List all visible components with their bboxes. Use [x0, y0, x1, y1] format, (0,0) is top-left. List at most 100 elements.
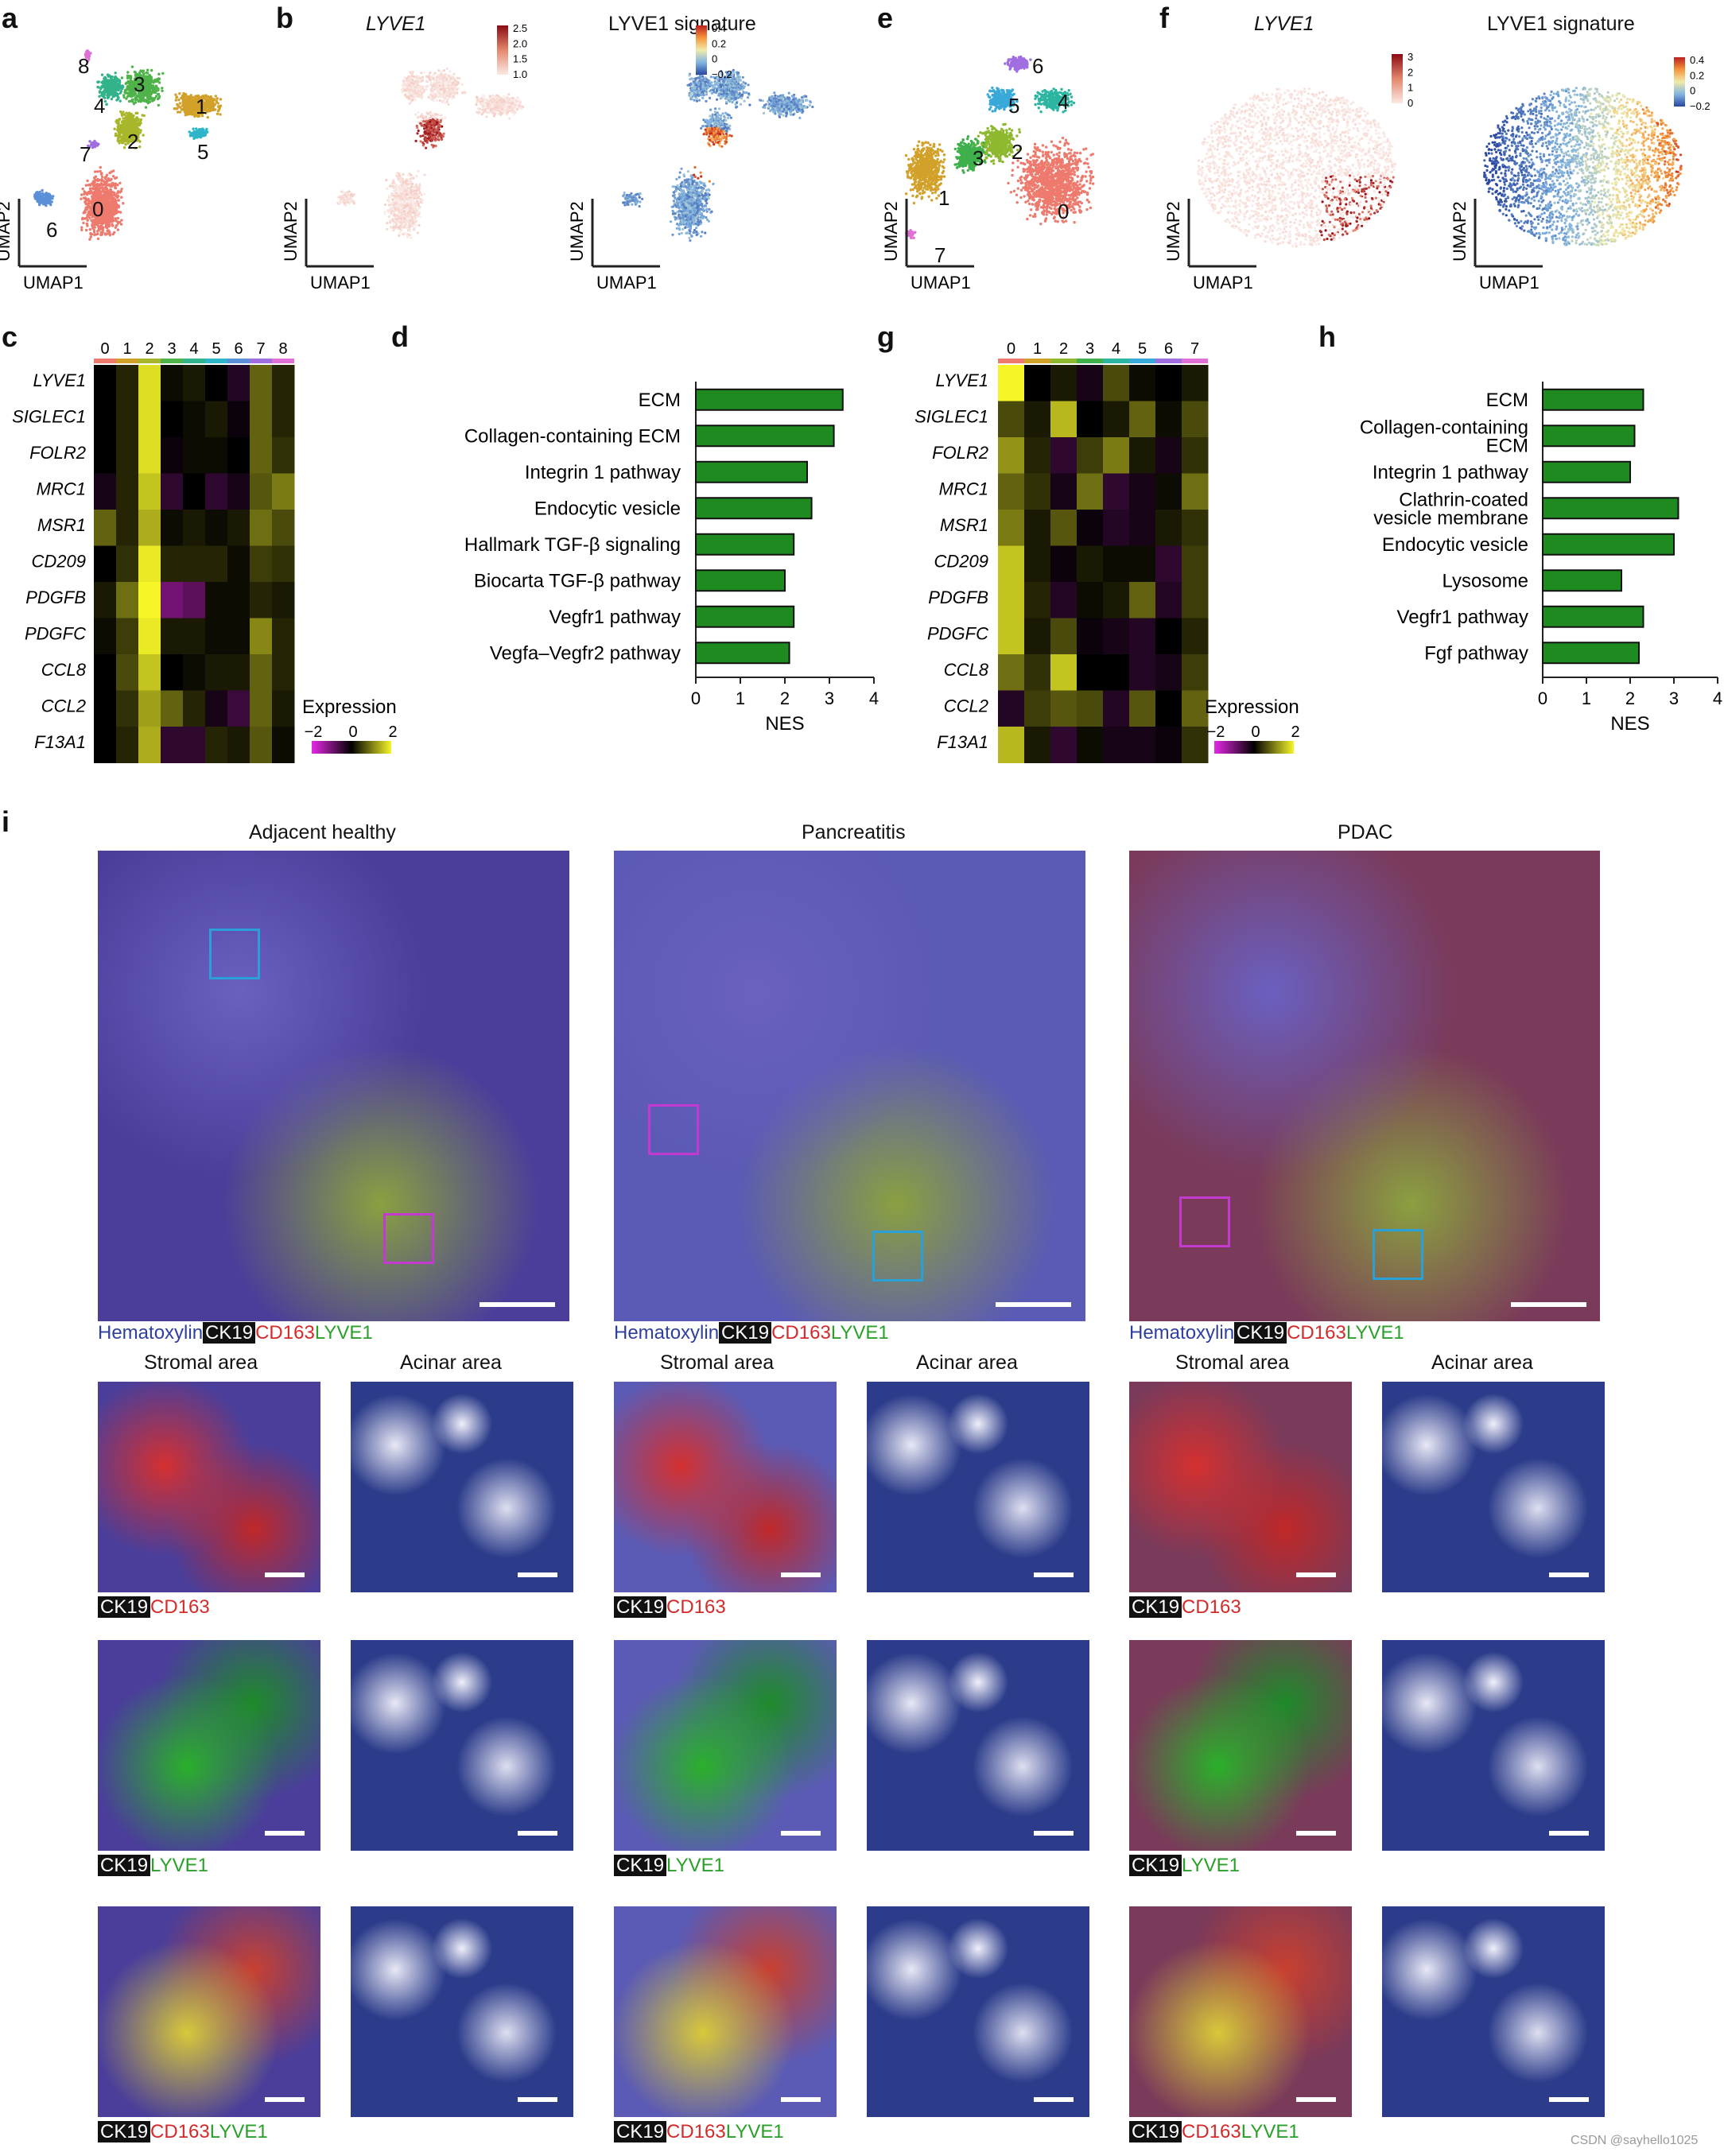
stromal-area-title: Stromal area [1175, 1351, 1290, 1374]
umap-axes: UMAP1 UMAP2 [1450, 199, 1543, 293]
umap-e-cluster-0 [1007, 136, 1095, 226]
acinar-image-row2 [867, 1906, 1089, 2117]
heatmap-cell [998, 582, 1025, 618]
heatmap-cell [1050, 727, 1078, 763]
umap-y-label: UMAP2 [1163, 201, 1183, 262]
heatmap-cell [1050, 401, 1078, 438]
nes-bar-label: Collagen-containing ECM [464, 425, 681, 447]
nes-bar-label: Integrin 1 pathway [525, 462, 681, 483]
heatmap-cell [116, 401, 139, 438]
heatmap-cell [116, 690, 139, 727]
nes-bar [695, 642, 790, 665]
heatmap-cell [1103, 582, 1130, 618]
panel-label-f: f [1159, 2, 1169, 34]
heatmap-cell [1182, 690, 1209, 727]
nes-bar-label: Vegfa–Vegfr2 pathway [490, 642, 681, 664]
heatmap-cell [272, 654, 295, 691]
nes-bar [695, 497, 813, 520]
heatmap-cell [1129, 401, 1156, 438]
heatmap-cell [272, 473, 295, 510]
heatmap-cell [138, 654, 161, 691]
nes-barchart-d: 0 1 2 3 4 NES ECM Collagen-containing ECM Integr… [464, 382, 879, 735]
heatmap-cell [227, 654, 250, 691]
heatmap-cell [1182, 545, 1209, 583]
heatmap-cell [94, 618, 117, 655]
heatmap-cell [250, 690, 273, 727]
nes-bar-label: Vegfr1 pathway [1397, 607, 1528, 628]
heatmap-cell [94, 510, 117, 546]
heatmap-cell [205, 437, 228, 474]
stain-ck19: CK19 [614, 2121, 667, 2142]
feature-points [336, 67, 525, 239]
heatmap-row-label: LYVE1 [33, 370, 86, 390]
nes-bar [695, 569, 786, 592]
umap-axes: UMAP1 UMAP2 [881, 199, 974, 293]
heatmap-column-label: 3 [167, 340, 176, 358]
umap-a-cluster-4 [96, 72, 125, 106]
stromal-image-row0 [614, 1382, 837, 1592]
heatmap-cell [183, 437, 206, 474]
umap-a-cluster-5 [188, 127, 209, 140]
heatmap-row-label: CCL8 [41, 660, 87, 680]
heatmap-row-label: MSR1 [940, 515, 988, 535]
heatmap-cell [205, 690, 228, 727]
heatmap-cell [1050, 473, 1078, 510]
roi-box-stromal [383, 1213, 434, 1264]
nes-bar [1542, 425, 1636, 448]
panel-label-b: b [276, 2, 293, 34]
heatmap-cell [183, 365, 206, 401]
stain-ck19: CK19 [98, 2121, 151, 2142]
heatmap-cell [161, 510, 184, 546]
umap-a-cluster-label: 7 [80, 142, 91, 166]
heatmap-c-legend-bar [312, 741, 391, 754]
stain-ck19: CK19 [614, 1855, 667, 1876]
nes-bar-label: Integrin 1 pathway [1373, 462, 1528, 483]
heatmap-column-color [250, 359, 272, 363]
acinar-area-title: Acinar area [1431, 1351, 1533, 1374]
umap-a-cluster-label: 0 [92, 197, 103, 221]
heatmap-cell [205, 618, 228, 655]
heatmap-cell [161, 365, 184, 401]
nes-barchart-h: 0 1 2 3 4 NES ECM Collagen-containing ECM Integri… [1360, 382, 1722, 735]
heatmap-cell [1077, 365, 1104, 401]
stain-ck19: CK19 [98, 1855, 151, 1876]
bar-x-tick: 3 [1669, 688, 1679, 708]
heatmap-cell [1077, 473, 1104, 510]
heatmap-column-color [227, 359, 250, 363]
heatmap-column-label: 1 [122, 340, 131, 358]
stromal-image-row1 [1129, 1640, 1352, 1851]
heatmap-cell [1077, 690, 1104, 727]
row-stain-legend: CK19 CD163 [1129, 1596, 1241, 1619]
stromal-scale-bar [1296, 2097, 1336, 2102]
feature-plot-signature-f: UMAP1 UMAP2 0.4 0.2 0 −0.2 [1450, 54, 1710, 293]
heatmap-column-color [998, 359, 1024, 363]
heatmap-row-label: MSR1 [37, 515, 86, 535]
heatmap-cell [116, 582, 139, 618]
feature-b-gene-colorbar-tick: 2.0 [513, 37, 527, 49]
heatmap-cell [1182, 365, 1209, 401]
heatmap-cell [1024, 510, 1051, 546]
heatmap-cell [138, 618, 161, 655]
heatmap-cell [1024, 473, 1051, 510]
umap-x-label: UMAP1 [1479, 273, 1540, 293]
nes-bar-label: Collagen-containing ECM [1360, 417, 1528, 456]
acinar-image-row0 [351, 1382, 573, 1592]
heatmap-cell [1103, 401, 1130, 438]
heatmap-cell [116, 545, 139, 583]
heatmap-cell [1024, 582, 1051, 618]
heatmap-cell [998, 618, 1025, 655]
heatmap-column-label: 8 [278, 340, 287, 358]
heatmap-cell [183, 401, 206, 438]
heatmap-column-color [183, 359, 205, 363]
panel-label-d: d [391, 320, 409, 353]
heatmap-column-label: 4 [1112, 340, 1120, 358]
roi-box-stromal [648, 1104, 699, 1155]
heatmap-c: 0 1 2 3 4 5 6 7 8LYVE1SIGLEC1FOLR2MRC1MSR1CD209P… [12, 340, 398, 763]
heatmap-cell [138, 473, 161, 510]
heatmap-cell [138, 690, 161, 727]
heatmap-cell [205, 510, 228, 546]
heatmap-cell [94, 727, 117, 763]
heatmap-cell [1155, 473, 1182, 510]
stromal-image-row0 [98, 1382, 320, 1592]
heatmap-row-label: MRC1 [37, 479, 86, 498]
